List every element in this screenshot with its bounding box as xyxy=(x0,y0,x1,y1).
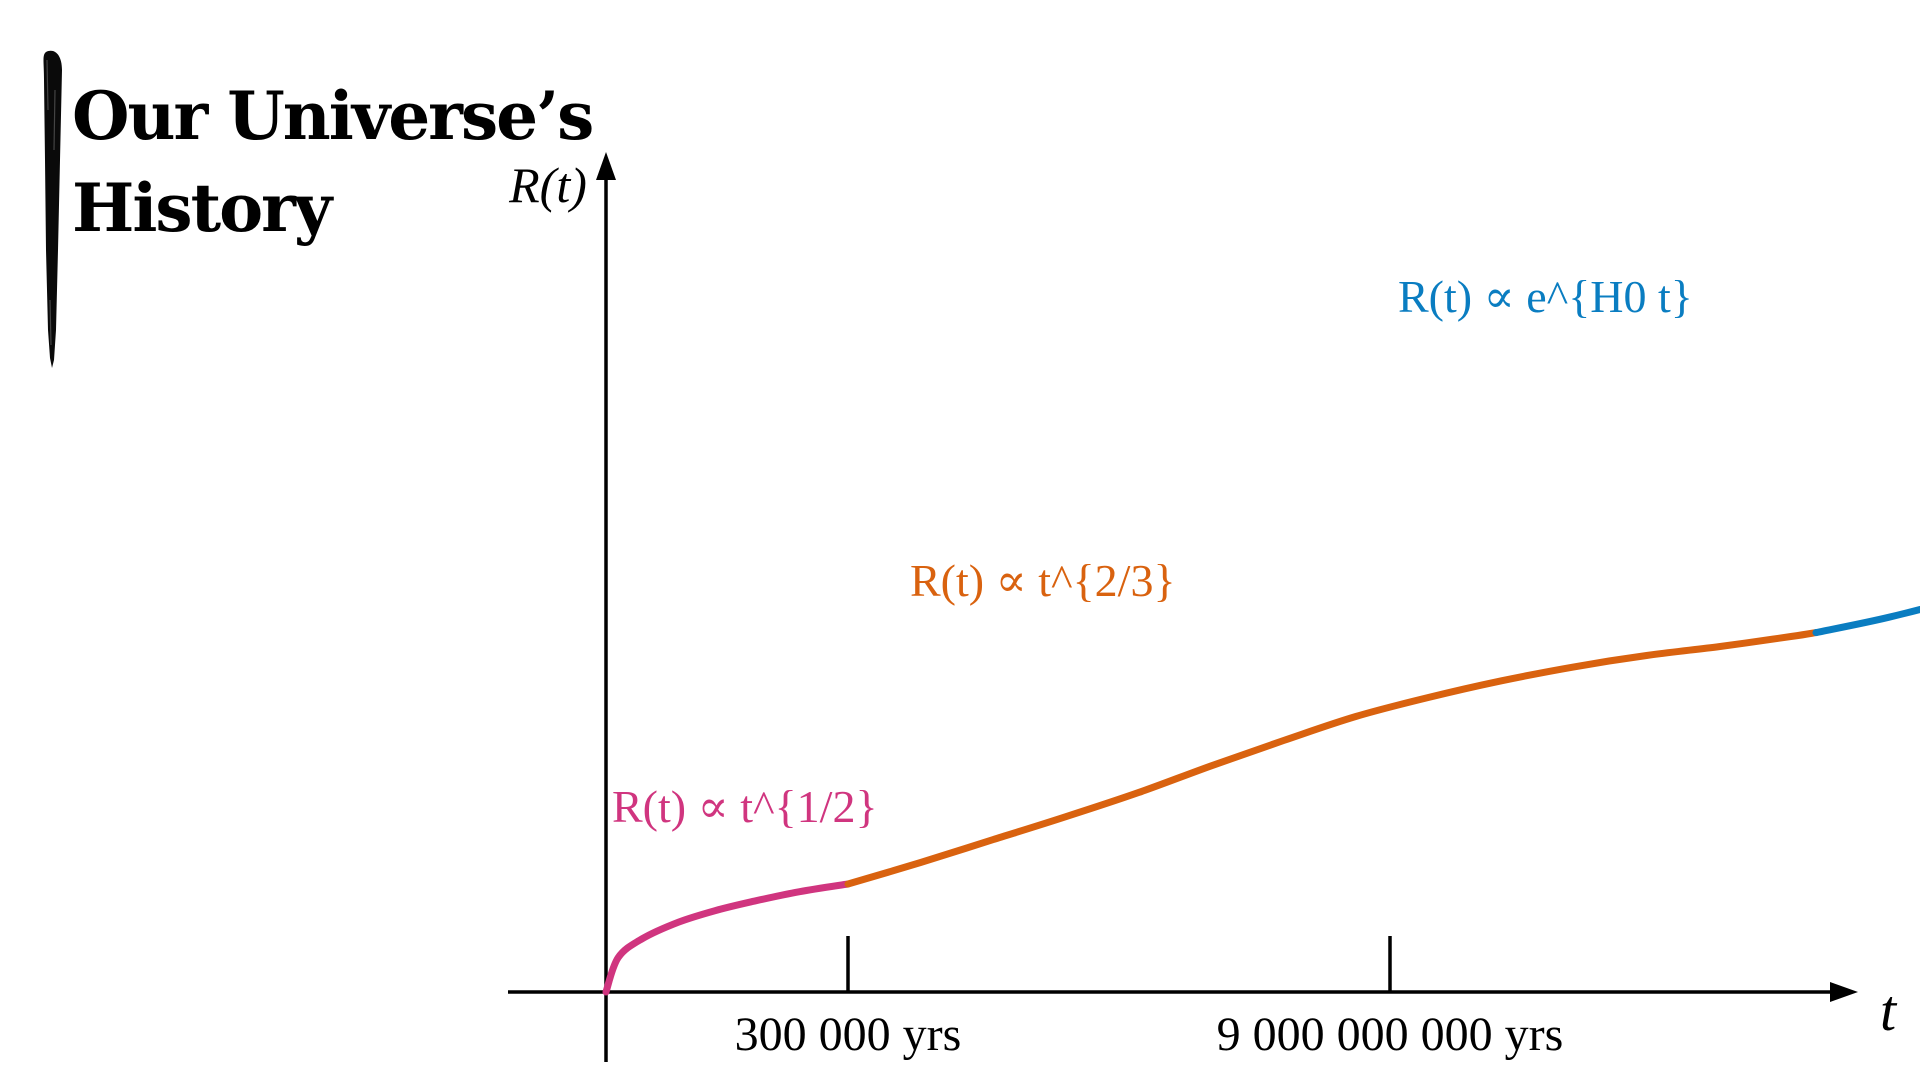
x-axis-label: t xyxy=(1880,978,1898,1043)
series-line-matter xyxy=(844,629,1820,888)
tick-label-300000: 300 000 yrs xyxy=(735,1008,962,1061)
y-axis-label: R(t) xyxy=(508,157,587,213)
radiation-era-label: R(t) ∝ t^{1/2} xyxy=(612,781,878,832)
matter-era-label: R(t) ∝ t^{2/3} xyxy=(910,555,1176,606)
tick-label-9000000000: 9 000 000 000 yrs xyxy=(1217,1008,1564,1061)
x-ticks xyxy=(846,936,1392,992)
series-line-radiation xyxy=(602,880,852,996)
x-axis-label-text: t xyxy=(1880,978,1898,1043)
y-axis-label-text: R(t) xyxy=(508,157,587,213)
axes xyxy=(508,152,1858,1062)
dark-energy-era-label: R(t) ∝ e^{H0 t} xyxy=(1398,271,1693,322)
series-lines xyxy=(602,605,1920,996)
page-title-line-2: History xyxy=(72,169,332,247)
y-axis-arrow xyxy=(596,152,616,180)
page-title: Our Universe’s History xyxy=(72,70,632,254)
brush-stroke-decoration xyxy=(43,50,62,369)
page-title-line-1: Our Universe’s xyxy=(72,77,594,155)
series-line-dark-energy xyxy=(1812,605,1920,637)
x-axis-arrow xyxy=(1830,982,1858,1002)
